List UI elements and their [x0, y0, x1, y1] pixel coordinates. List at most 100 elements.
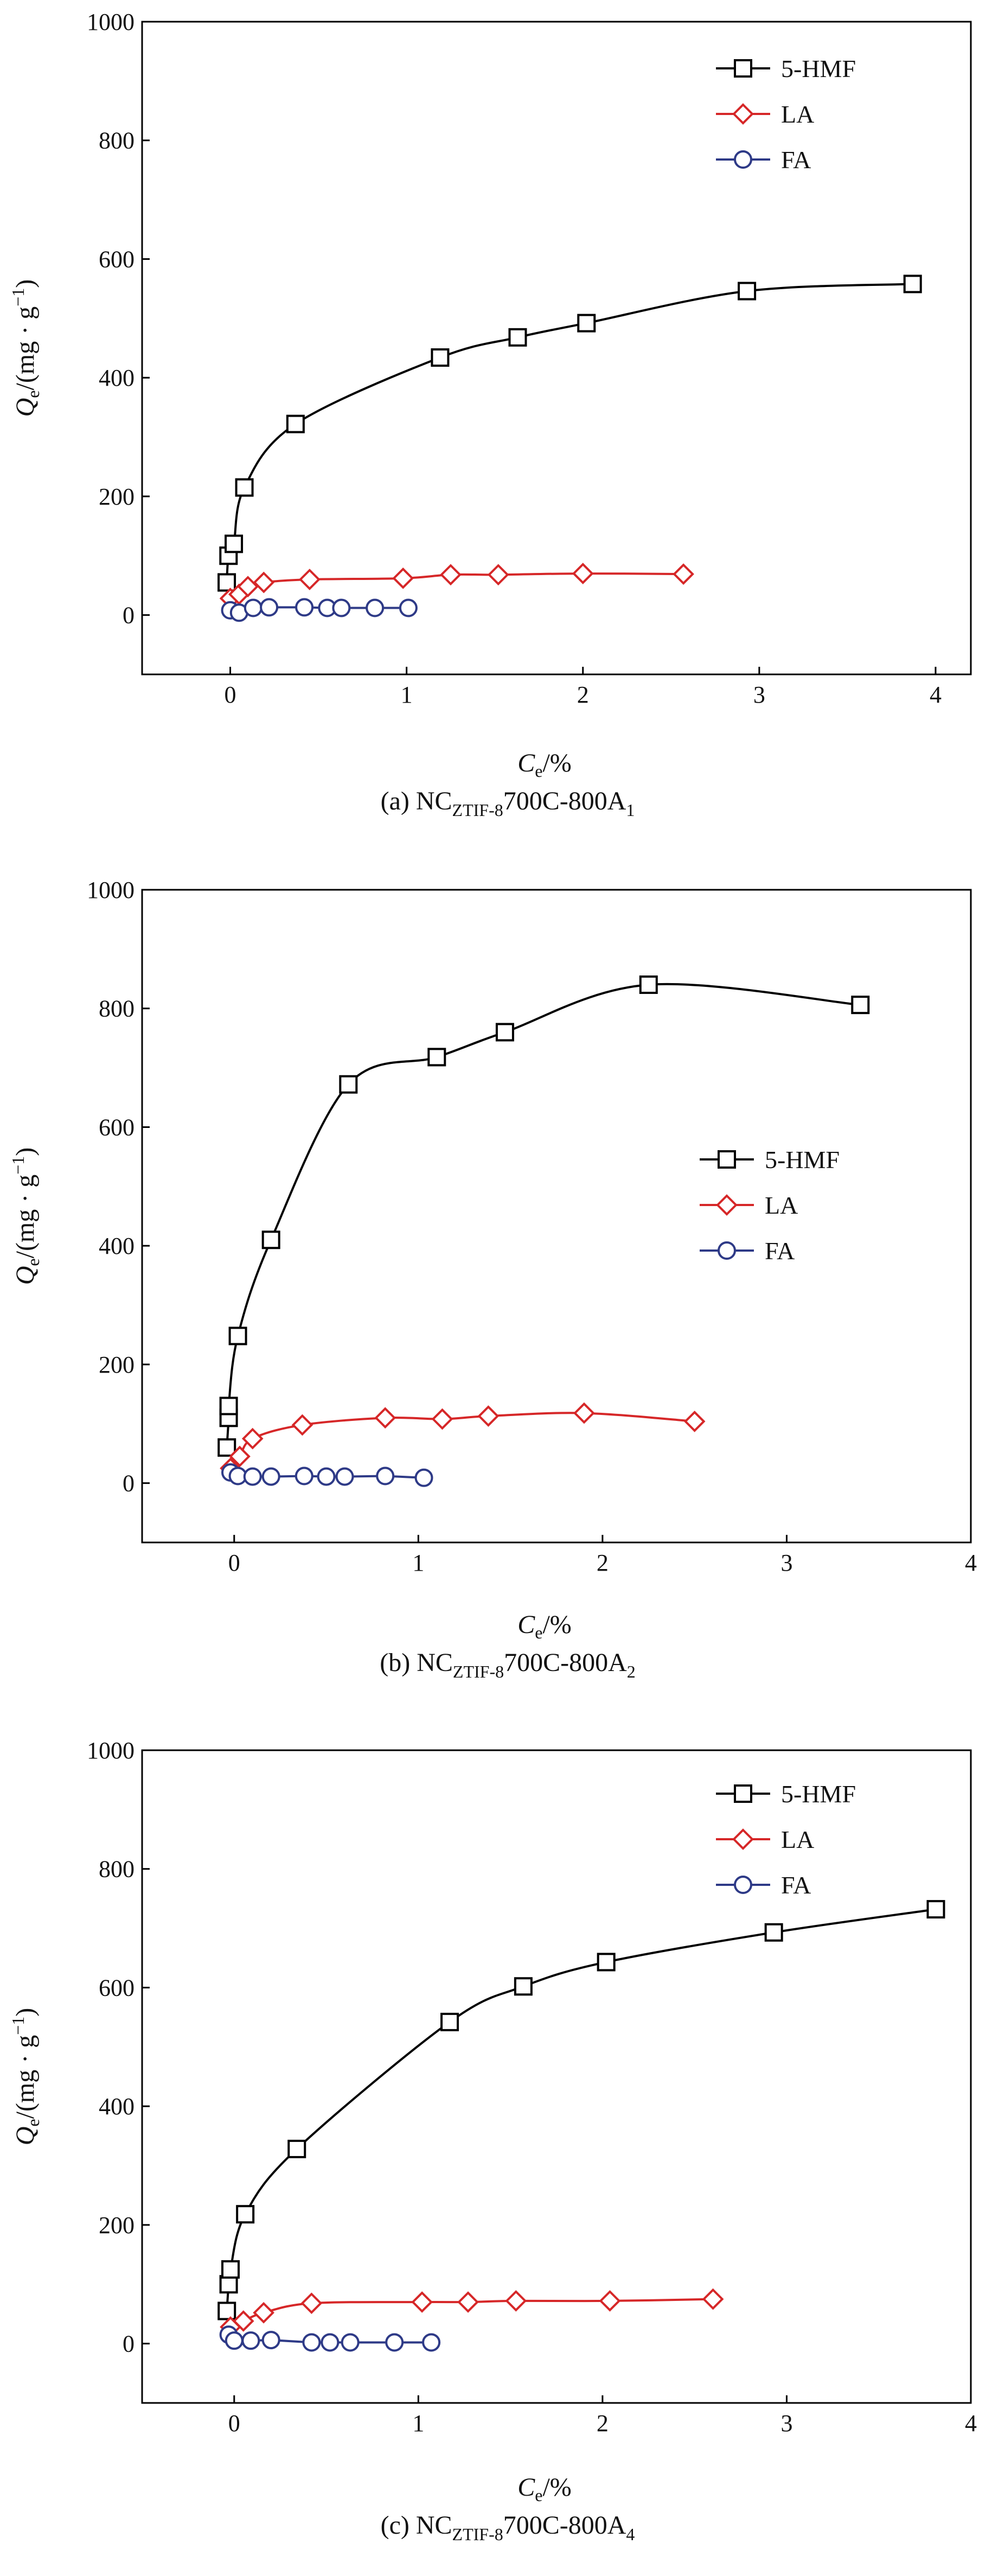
data-point-5-hmf	[228, 1327, 247, 1346]
data-point-fa	[302, 2333, 321, 2352]
data-point-5-hmf	[764, 1923, 783, 1942]
data-point-la	[573, 1402, 595, 1424]
legend-marker	[732, 1828, 754, 1850]
x-axis-label-suffix: /%	[542, 2473, 571, 2502]
legend-entry-5-hmf: 5-HMF	[700, 1146, 840, 1174]
legend-label: FA	[781, 146, 811, 174]
x-tick-label: 1	[412, 1550, 424, 1576]
x-tick-label: 2	[577, 681, 589, 708]
y-tick-label: 400	[99, 365, 135, 391]
x-axis-label-suffix: /%	[542, 749, 571, 777]
y-axis-label-sup: −1	[8, 1156, 28, 1175]
x-axis-label-main: C	[517, 749, 535, 777]
data-point-fa	[422, 2333, 441, 2352]
x-axis-label-main: C	[517, 2473, 535, 2502]
series-la	[220, 2288, 724, 2338]
data-point-fa	[295, 1466, 313, 1485]
legend-marker	[718, 1150, 736, 1169]
data-point-la	[683, 1411, 706, 1432]
legend-marker	[734, 59, 752, 78]
legend-label: FA	[781, 1871, 811, 1899]
caption-prefix: (c) NC	[381, 2511, 452, 2540]
x-tick-label: 0	[228, 2410, 240, 2437]
y-axis-label-main: Q	[11, 398, 40, 417]
panel-caption: (a) NCZTIF-8700C-800A1	[381, 787, 635, 820]
data-point-5-hmf	[508, 328, 527, 347]
data-point-fa	[335, 1467, 354, 1486]
data-point-la	[374, 1407, 396, 1429]
y-axis-label-main: Q	[11, 1266, 40, 1285]
legend-entry-fa: FA	[700, 1237, 795, 1265]
data-point-fa	[341, 2333, 360, 2352]
data-point-la	[232, 2310, 254, 2332]
legend-entry-la: LA	[700, 1191, 798, 1219]
y-axis-label-sup: −1	[8, 2017, 28, 2035]
data-point-fa	[244, 598, 263, 617]
series-5-hmf	[217, 975, 870, 1457]
caption-subscript-2: 1	[626, 800, 635, 820]
data-point-5-hmf	[339, 1075, 358, 1094]
legend-label: 5-HMF	[781, 1780, 856, 1808]
data-point-fa	[332, 598, 351, 617]
x-axis-label-main: C	[517, 1610, 535, 1639]
x-tick-label: 1	[401, 681, 413, 708]
data-point-fa	[414, 1468, 433, 1487]
x-axis-label: Ce/%	[517, 1610, 572, 1642]
data-point-5-hmf	[286, 415, 305, 433]
caption-subscript-2: 2	[627, 1662, 636, 1681]
plot-frame	[141, 21, 972, 675]
y-axis-label-close: )	[11, 2008, 40, 2017]
legend-marker	[734, 150, 752, 169]
x-axis-label-suffix: /%	[542, 1610, 571, 1639]
data-point-5-hmf	[577, 314, 596, 333]
data-point-fa	[317, 1467, 336, 1486]
caption-prefix: (b) NC	[380, 1648, 453, 1677]
y-axis-label: Qe/(mg · g−1)	[8, 279, 43, 417]
x-tick-label: 0	[228, 1550, 240, 1576]
data-point-5-hmf	[235, 478, 254, 497]
data-point-5-hmf	[514, 1977, 533, 1996]
x-axis-label: Ce/%	[517, 749, 572, 781]
data-point-fa	[241, 2331, 260, 2350]
data-point-5-hmf	[926, 1900, 945, 1919]
legend-marker	[732, 103, 754, 125]
data-point-fa	[260, 598, 279, 617]
y-axis-label-close: )	[11, 1147, 40, 1156]
data-point-la	[411, 2291, 433, 2313]
data-point-la	[673, 563, 694, 585]
data-point-la	[440, 564, 462, 586]
data-point-5-hmf	[639, 975, 658, 994]
x-tick-label: 2	[597, 1550, 609, 1576]
y-axis-label-suffix: /(mg · g	[11, 2035, 40, 2119]
series-5-hmf	[217, 1900, 945, 2320]
y-tick-label: 800	[99, 996, 135, 1022]
plot-frame	[141, 889, 972, 1544]
y-tick-label: 0	[123, 602, 135, 629]
legend-marker	[718, 1241, 736, 1260]
data-point-la	[572, 563, 594, 584]
y-axis-label: Qe/(mg · g−1)	[8, 1147, 43, 1285]
data-point-fa	[399, 598, 418, 617]
data-point-5-hmf	[219, 1397, 238, 1415]
series-fa	[219, 2325, 441, 2352]
caption-subscript-1: ZTIF-8	[452, 800, 503, 820]
data-point-fa	[366, 598, 385, 617]
x-tick-label: 4	[965, 1550, 977, 1576]
data-point-5-hmf	[427, 1048, 446, 1067]
data-point-la	[300, 2292, 323, 2314]
y-axis-label-sub: e	[23, 1258, 43, 1266]
caption-prefix: (a) NC	[381, 787, 452, 815]
y-tick-label: 0	[123, 2331, 135, 2357]
legend-marker	[716, 1194, 738, 1216]
x-tick-label: 4	[930, 681, 942, 708]
data-point-la	[241, 1427, 264, 1450]
data-point-la	[253, 2301, 274, 2324]
legend-label: LA	[781, 100, 814, 128]
y-axis-label-close: )	[11, 279, 40, 288]
y-axis-label-suffix: /(mg · g	[11, 307, 40, 391]
data-point-fa	[321, 2333, 340, 2352]
